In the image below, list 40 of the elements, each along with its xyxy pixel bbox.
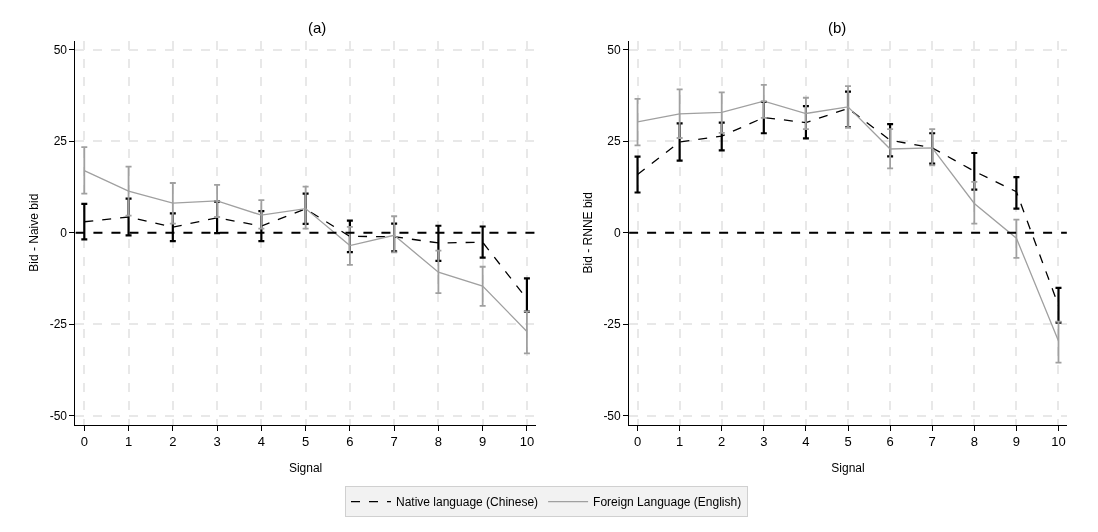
x-tick-label: 3 bbox=[213, 434, 221, 450]
x-tick-label: 9 bbox=[479, 434, 487, 450]
x-tick-label: 7 bbox=[928, 434, 936, 450]
x-tick-label: 2 bbox=[169, 434, 177, 450]
y-tick-label: 25 bbox=[53, 134, 68, 149]
y-axis-title: Bid - RNNE bid bbox=[580, 192, 595, 274]
x-tick-label: 2 bbox=[718, 434, 726, 450]
x-tick-label: 10 bbox=[519, 434, 535, 450]
x-tick-label: 8 bbox=[434, 434, 443, 450]
x-tick-label: 3 bbox=[760, 434, 768, 450]
chart-title: (a) bbox=[308, 19, 327, 36]
x-tick-label: 8 bbox=[970, 434, 978, 450]
legend-label: Foreign Language (English) bbox=[593, 495, 742, 510]
x-tick-label: 0 bbox=[633, 434, 642, 450]
x-axis-title: Signal bbox=[831, 461, 865, 476]
y-tick-label: -50 bbox=[49, 408, 68, 423]
y-tick-label: 25 bbox=[607, 134, 622, 149]
y-tick-label: -25 bbox=[49, 317, 68, 332]
x-tick-label: 6 bbox=[346, 434, 354, 450]
x-tick-label: 4 bbox=[257, 434, 265, 450]
y-tick-label: 0 bbox=[614, 225, 622, 240]
x-tick-label: 6 bbox=[886, 434, 894, 450]
y-tick-label: 0 bbox=[60, 225, 68, 240]
chart-title: (b) bbox=[828, 19, 847, 36]
legend-label: Native language (Chinese) bbox=[396, 495, 539, 510]
x-tick-label: 4 bbox=[802, 434, 810, 450]
x-tick-label: 1 bbox=[124, 434, 133, 450]
x-tick-label: 0 bbox=[80, 434, 88, 450]
x-tick-label: 9 bbox=[1012, 434, 1021, 450]
y-tick-label: -50 bbox=[603, 408, 622, 423]
x-tick-label: 5 bbox=[844, 434, 852, 450]
x-tick-label: 5 bbox=[302, 434, 310, 450]
y-tick-label: 50 bbox=[53, 43, 68, 58]
y-tick-label: 50 bbox=[607, 43, 622, 58]
y-axis-title: Bid - Naive bid bbox=[27, 193, 42, 272]
x-tick-label: 7 bbox=[390, 434, 398, 450]
x-axis-title: Signal bbox=[288, 461, 323, 476]
x-tick-label: 10 bbox=[1051, 434, 1066, 450]
x-tick-label: 1 bbox=[676, 434, 684, 450]
y-tick-label: -25 bbox=[603, 317, 622, 332]
